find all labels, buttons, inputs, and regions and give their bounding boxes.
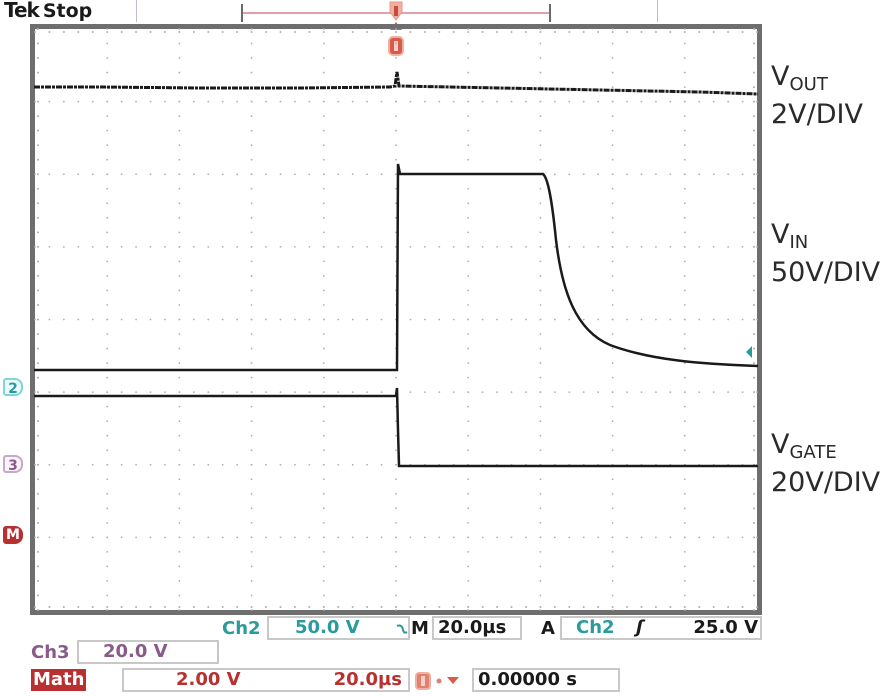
timebase-value: 20.0µs [438, 617, 507, 638]
trigger-source: Ch2 [576, 617, 615, 638]
vgate-subscript: GATE [789, 442, 837, 463]
trigger-position-readout[interactable]: 0.00000 s [472, 668, 620, 692]
vin-subscript: IN [789, 232, 809, 253]
waveform-display[interactable] [30, 24, 762, 615]
rising-edge-icon: ʃ [636, 617, 644, 638]
vout-symbol: V [771, 61, 790, 92]
ch2-readout-label: Ch2 [222, 618, 261, 639]
timebase-readout[interactable]: 20.0µs [432, 616, 522, 640]
header-divider [657, 0, 658, 22]
math-time-value: 20.0µs [333, 669, 402, 690]
math-readout-label: Math [31, 669, 87, 691]
vout-trace [34, 71, 759, 96]
vout-subscript: OUT [789, 74, 828, 95]
trigger-position-value: 0.00000 s [478, 669, 577, 690]
ch3-readout-label: Ch3 [31, 642, 70, 663]
ch3-scale-readout[interactable]: 20.0 V [77, 640, 219, 664]
ch2-level-marker-icon [746, 346, 752, 358]
vin-label: VIN 50V/DIV [771, 220, 880, 288]
bandwidth-limit-icon [396, 624, 408, 634]
record-bracket-left [241, 4, 243, 22]
vin-scale: 50V/DIV [771, 257, 880, 288]
trigger-position-icon [415, 672, 459, 690]
math-marker[interactable]: M [3, 526, 23, 544]
vin-symbol: V [771, 219, 790, 250]
trigger-readout[interactable]: Ch2 ʃ 25.0 V [560, 616, 762, 640]
header-divider [136, 0, 137, 22]
vout-label: VOUT 2V/DIV [771, 62, 863, 130]
ch2-scale-readout[interactable]: 50.0 V [267, 616, 410, 640]
vout-scale: 2V/DIV [771, 99, 863, 130]
ch3-scale-value: 20.0 V [103, 641, 168, 662]
math-scale-value: 2.00 V [176, 669, 241, 690]
timebase-label: M [411, 618, 429, 639]
ch2-marker[interactable]: 2 [3, 378, 23, 397]
vgate-scale: 20V/DIV [771, 467, 880, 498]
vin-trace [34, 163, 759, 372]
scope-brand-status: Tek Stop [4, 0, 92, 22]
acquisition-state: Stop [42, 0, 93, 22]
math-readout[interactable]: 2.00 V 20.0µs [122, 668, 410, 692]
vgate-label: VGATE 20V/DIV [771, 430, 880, 498]
graticule [34, 28, 758, 611]
trigger-label: A [541, 618, 555, 639]
record-bracket-right [549, 4, 551, 22]
ch2-scale-value: 50.0 V [295, 617, 360, 638]
trigger-level: 25.0 V [693, 617, 758, 638]
vgate-symbol: V [771, 429, 790, 460]
brand-label: Tek [4, 0, 40, 22]
vgate-trace [34, 387, 758, 468]
ch3-marker[interactable]: 3 [3, 455, 23, 474]
